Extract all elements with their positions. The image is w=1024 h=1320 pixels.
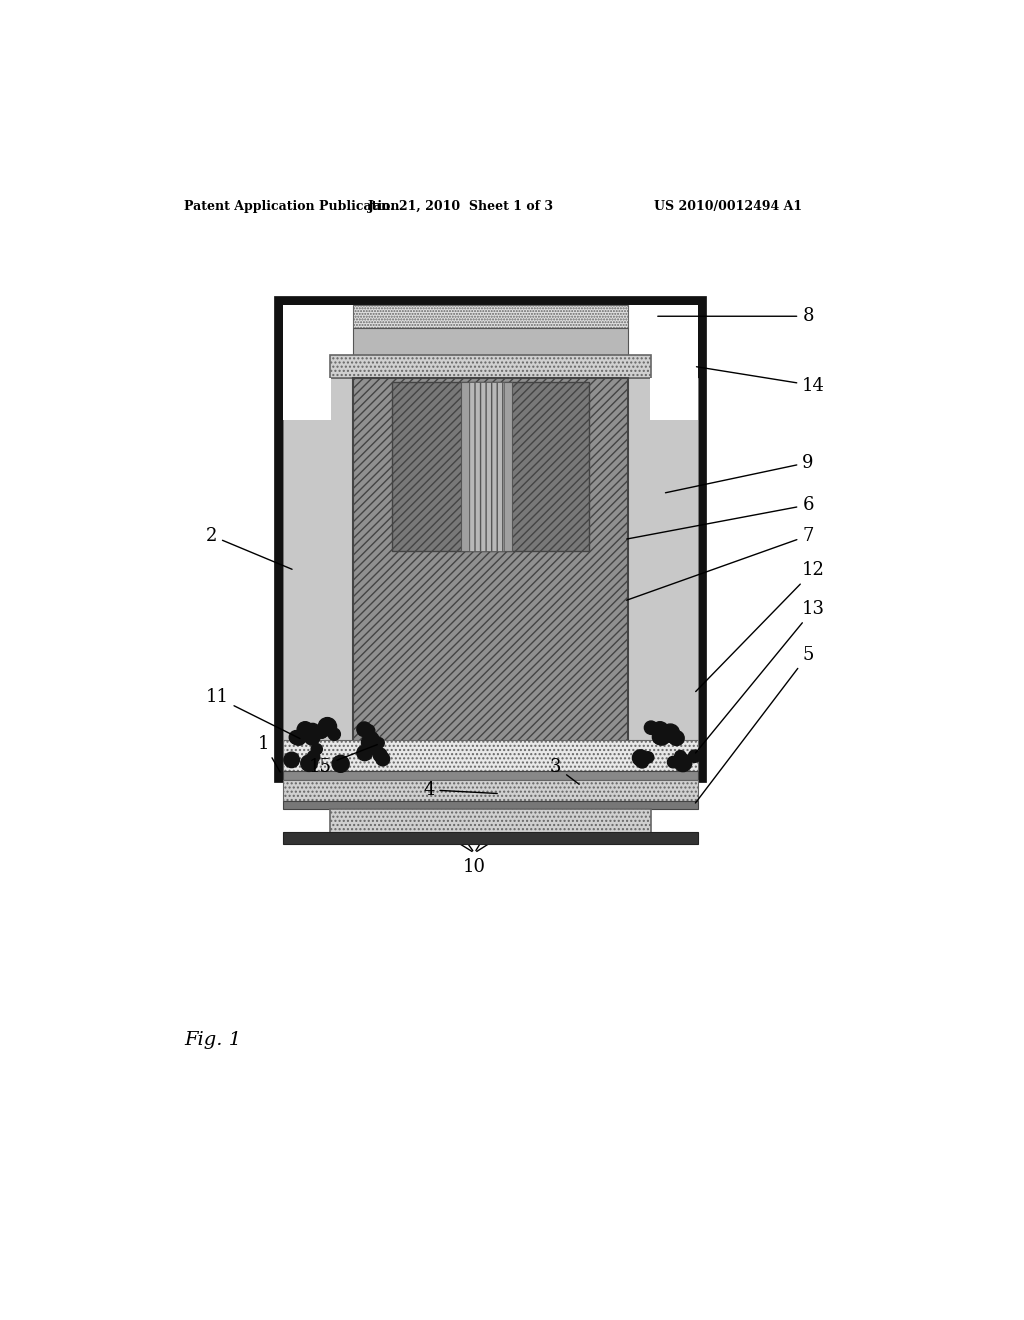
Circle shape [670,731,684,746]
Circle shape [311,743,323,755]
Text: 5: 5 [695,645,814,803]
Bar [280,301,701,779]
Bar [352,327,628,355]
Text: 10: 10 [463,858,486,875]
Circle shape [305,723,319,738]
Text: 6: 6 [627,496,814,539]
Text: US 2010/0012494 A1: US 2010/0012494 A1 [654,199,802,213]
Bar [628,378,697,739]
Bar [283,780,697,801]
Bar [283,739,697,771]
Circle shape [291,730,306,746]
Circle shape [289,730,303,744]
Circle shape [651,722,669,739]
Circle shape [307,751,319,763]
Circle shape [362,725,375,737]
Circle shape [662,725,680,742]
Text: 11: 11 [206,689,300,738]
Bar [330,355,651,378]
Circle shape [301,755,317,771]
Circle shape [357,722,372,737]
Circle shape [364,731,379,747]
Circle shape [373,738,384,748]
Circle shape [636,755,648,768]
Circle shape [284,752,299,768]
Bar [624,305,697,381]
Text: 1: 1 [258,735,281,772]
Circle shape [373,748,387,762]
Text: 7: 7 [627,527,814,601]
Text: Patent Application Publication: Patent Application Publication [183,199,399,213]
Circle shape [669,733,680,744]
Circle shape [688,750,700,763]
Bar [649,378,697,420]
Circle shape [668,756,679,768]
Circle shape [315,726,328,738]
Bar [461,381,512,552]
Bar [283,832,697,843]
Circle shape [304,730,319,744]
Circle shape [633,750,649,766]
Text: Fig. 1: Fig. 1 [183,1031,241,1049]
Circle shape [332,755,349,772]
Bar [283,801,697,809]
Text: 12: 12 [695,561,825,692]
Text: 3: 3 [550,758,580,784]
Circle shape [644,721,657,734]
Circle shape [357,746,373,760]
Circle shape [653,727,671,744]
Bar [330,809,651,834]
Circle shape [364,738,380,754]
Bar [283,378,352,739]
Bar [283,771,697,780]
Bar [283,305,356,381]
Text: 8: 8 [657,308,814,325]
Circle shape [376,752,389,766]
Circle shape [316,727,328,738]
Bar [283,378,331,420]
Text: 15: 15 [309,744,377,776]
Bar [352,378,628,747]
Circle shape [675,751,686,762]
Text: 2: 2 [206,527,292,569]
Bar [352,305,628,327]
Circle shape [361,735,377,750]
Text: Jan. 21, 2010  Sheet 1 of 3: Jan. 21, 2010 Sheet 1 of 3 [369,199,554,213]
Circle shape [297,722,313,738]
Text: 9: 9 [666,454,814,492]
Circle shape [328,729,340,741]
Bar [391,381,589,552]
Circle shape [674,754,692,772]
Text: 14: 14 [696,367,825,395]
Text: 4: 4 [423,781,498,799]
Text: 13: 13 [695,599,825,752]
Circle shape [642,751,653,763]
Circle shape [652,730,668,744]
Circle shape [318,718,337,735]
Bar [469,381,504,552]
